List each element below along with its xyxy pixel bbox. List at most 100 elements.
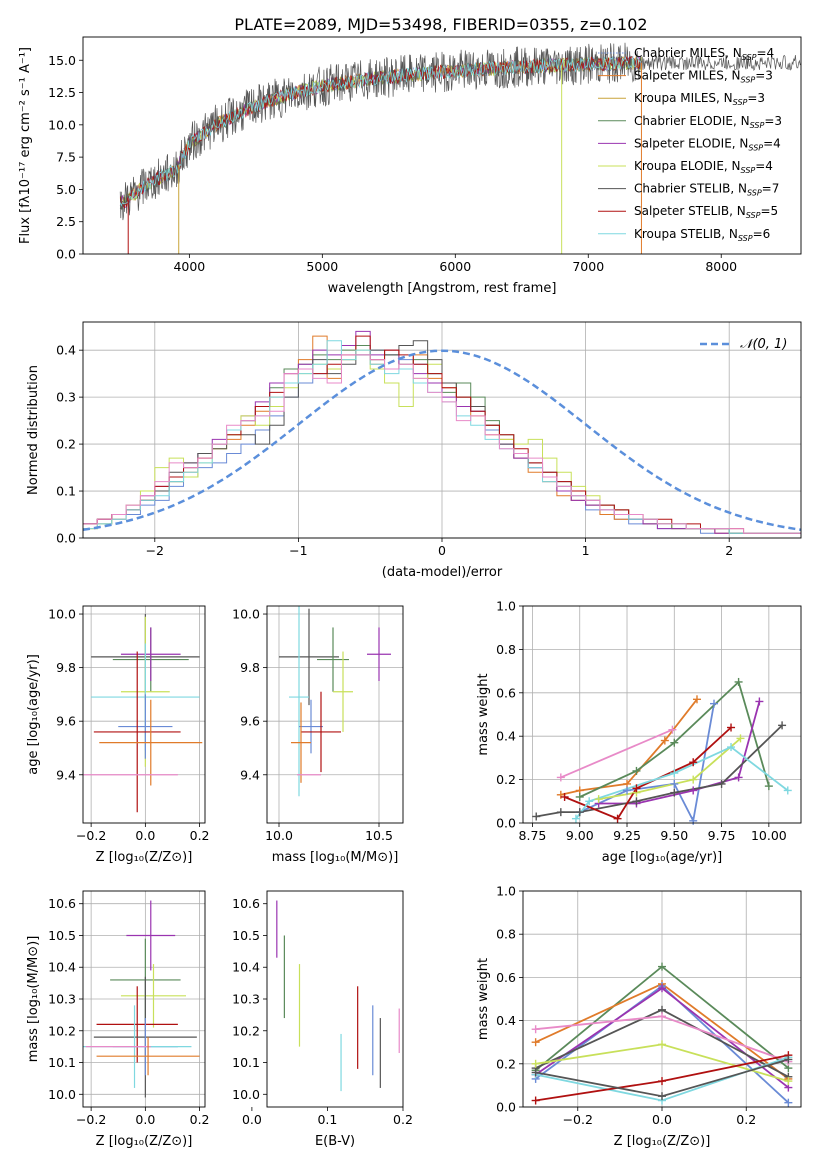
x-tick-label: 0.2: [736, 1112, 756, 1127]
y-tick-label: 0.0: [496, 816, 516, 831]
y-tick-label: 10.6: [48, 896, 76, 911]
legend-sub: SSP: [741, 166, 756, 175]
x-tick-label: 0.0: [135, 1112, 155, 1127]
y-tick-label: 15.0: [48, 53, 76, 68]
y-tick-label: 10.0: [48, 1087, 76, 1102]
legend-entry: Kroupa ELODIE, NSSP=4: [634, 159, 773, 175]
chart-panels: 4000 5000 6000 7000 80000.02.55.07.510.012.5…: [18, 36, 802, 1149]
x-axis-label: Z [log₁₀(Z/Z⊙)]: [96, 1134, 193, 1149]
y-tick-label: 0.0: [56, 247, 76, 262]
y-axis-label: Flux [fλ10⁻¹⁷ erg cm⁻² s⁻¹ A⁻¹]: [18, 47, 33, 244]
axes-frame: [266, 605, 404, 824]
x-tick-label: 0.0: [652, 1112, 672, 1127]
legend-sub: SSP: [748, 143, 763, 152]
axes-frame: [266, 890, 404, 1108]
plot-area: [83, 900, 200, 1098]
y-tick-label: 0.0: [56, 531, 76, 546]
y-tick-label: 10.2: [48, 1023, 76, 1038]
plot-area: [83, 614, 203, 813]
legend-name: Chabrier MILES, N: [634, 46, 742, 60]
weight-line-1: [560, 698, 698, 796]
legend-name: Kroupa MILES, N: [634, 91, 733, 105]
legend-count: =5: [760, 204, 778, 218]
y-tick-label: 0.2: [496, 772, 516, 787]
x-axis-label: mass [log₁₀(M/M⊙)]: [272, 850, 399, 865]
plot-area: [119, 42, 801, 254]
y-tick-label: 0.8: [496, 642, 516, 657]
y-tick-label: 10.0: [48, 117, 76, 132]
x-tick-label: 10.5: [365, 828, 393, 843]
x-tick-label: 2: [725, 543, 733, 558]
x-tick-label: 4000: [173, 259, 205, 274]
plot-area: [536, 680, 789, 823]
legend-name: Chabrier STELIB, N: [634, 182, 747, 196]
y-tick-label: 10.0: [232, 607, 260, 622]
legend-name: Salpeter STELIB, N: [634, 204, 746, 218]
y-tick-label: 10.5: [232, 928, 260, 943]
x-tick-label: 6000: [439, 259, 471, 274]
y-axis-label: age [log₁₀(age/yr)]: [26, 654, 41, 775]
y-tick-label: 10.4: [232, 960, 260, 975]
x-tick-label: 9.75: [708, 828, 736, 843]
y-tick-label: 0.8: [496, 927, 516, 942]
y-tick-label: 0.0: [496, 1100, 516, 1115]
x-tick-label: 5000: [306, 259, 338, 274]
legend-name: Chabrier ELODIE, N: [634, 114, 750, 128]
y-tick-label: 0.1: [56, 484, 76, 499]
legend-count: =3: [747, 91, 765, 105]
y-tick-label: 0.6: [496, 970, 516, 985]
legend-entry: Salpeter ELODIE, NSSP=4: [634, 136, 781, 152]
axes-frame: [82, 605, 206, 824]
x-tick-label: 8.75: [519, 828, 547, 843]
x-tick-label: 9.50: [660, 828, 688, 843]
y-tick-label: 0.4: [496, 729, 516, 744]
x-tick-label: 0.0: [135, 828, 155, 843]
x-axis-label: wavelength [Angstrom, rest frame]: [328, 281, 557, 296]
legend-sub: SSP: [746, 211, 761, 220]
plot-area: [83, 330, 801, 534]
panel-weights_vs_Z: −0.2 0.0 0.2 0.0 0.2 0.4 0.6 0.8 1.0 Z [log₁₀(Z/Z…: [476, 884, 802, 1149]
spectrum-line-5: [119, 56, 642, 207]
x-tick-label: −1: [289, 543, 307, 558]
y-tick-label: 10.3: [232, 992, 260, 1007]
legend-count: =4: [756, 46, 774, 60]
x-tick-label: −0.2: [76, 828, 106, 843]
legend-count: =4: [763, 136, 781, 150]
x-tick-label: 0.2: [393, 1112, 413, 1127]
legend-entry: Salpeter MILES, NSSP=3: [634, 69, 773, 85]
y-tick-label: 1.0: [496, 599, 516, 614]
y-tick-label: 2.5: [56, 214, 76, 229]
spectrum-line-6: [119, 42, 642, 221]
x-tick-label: 9.25: [613, 828, 641, 843]
y-tick-label: 0.4: [56, 343, 76, 358]
legend-name: Kroupa ELODIE, N: [634, 159, 741, 173]
y-tick-label: 5.0: [56, 182, 76, 197]
x-tick-label: 8000: [705, 259, 737, 274]
y-axis-label: mass weight: [476, 673, 491, 755]
x-tick-label: 10.00: [751, 828, 787, 843]
legend-sub: SSP: [733, 98, 748, 107]
x-tick-label: 7000: [572, 259, 604, 274]
panel-spectrum: 4000 5000 6000 7000 8000 0.0 2.5 5.0 7.5 10.0 12.5…: [18, 36, 802, 296]
axes-frame: [522, 605, 802, 824]
legend-entry: Chabrier ELODIE, NSSP=3: [634, 114, 782, 130]
panel-mass_vs_Z: −0.2 0.0 0.2 10.0 10.1 10.2 10.3 10.4 10.5 10.6 Z …: [26, 890, 210, 1149]
legend-entry: Kroupa MILES, NSSP=3: [634, 91, 765, 107]
legend-name: Salpeter MILES, N: [634, 69, 741, 83]
y-tick-label: 9.4: [56, 767, 76, 782]
y-tick-label: 0.2: [496, 1056, 516, 1071]
x-axis-label: age [log₁₀(age/yr)]: [602, 850, 723, 865]
y-axis-label: mass [log₁₀(M/M⊙)]: [26, 936, 41, 1063]
x-tick-label: 0.2: [190, 1112, 210, 1127]
legend-count: =3: [755, 69, 773, 83]
spectrum-line-tail: [641, 54, 801, 72]
y-tick-label: 9.8: [240, 660, 260, 675]
x-axis-label: (data-model)/error: [382, 565, 503, 580]
legend-count: =4: [755, 159, 773, 173]
y-axis-label: Normed distribution: [26, 365, 41, 495]
legend-count: =6: [753, 227, 771, 241]
x-axis-label: Z [log₁₀(Z/Z⊙)]: [96, 850, 193, 865]
legend-count: =3: [764, 114, 782, 128]
legend-name: Kroupa STELIB, N: [634, 227, 738, 241]
